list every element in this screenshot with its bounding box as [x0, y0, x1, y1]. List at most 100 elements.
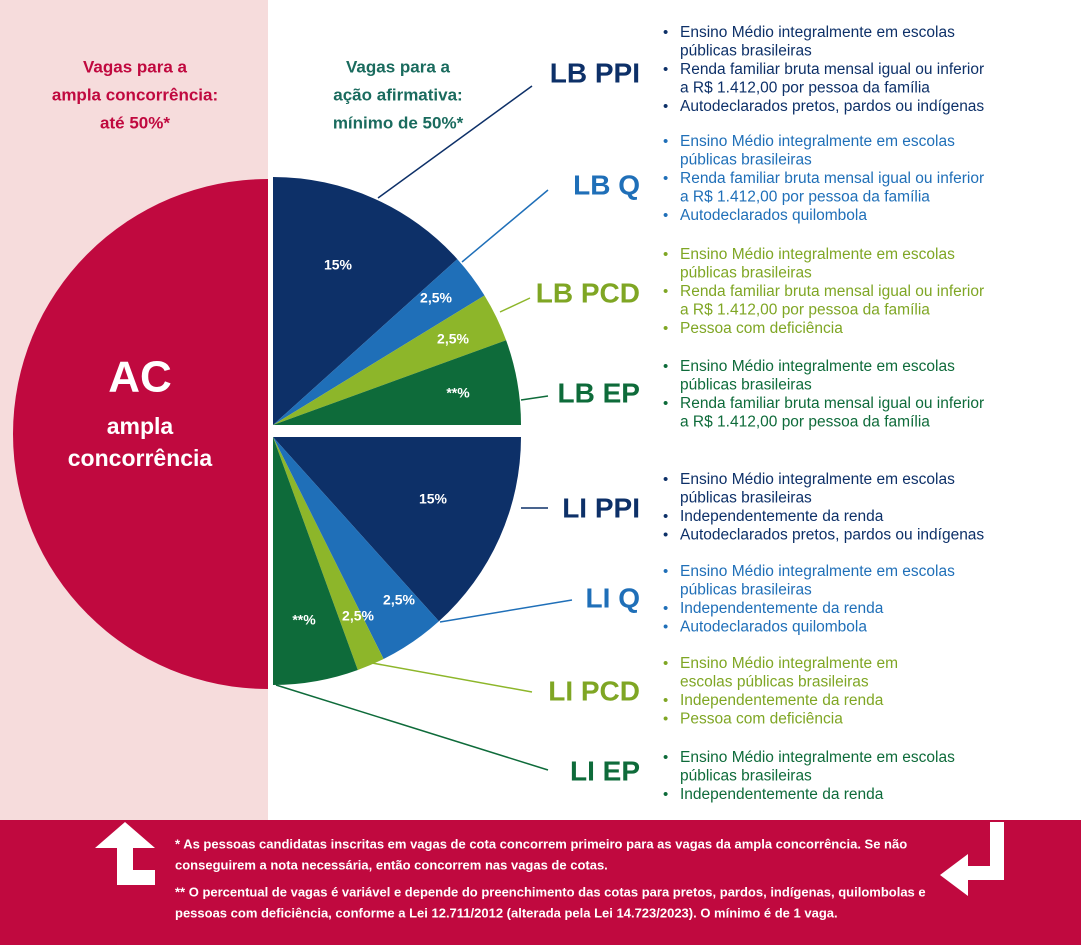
arrow-up	[95, 822, 155, 885]
slice	[273, 259, 485, 425]
slice-label: **%	[292, 612, 316, 628]
bullet-text: Ensino Médio integralmente em escolas	[680, 358, 955, 375]
group-label: LB PPI	[550, 57, 640, 88]
bullet: •	[663, 508, 668, 525]
slice	[273, 340, 522, 425]
bullet-text: Ensino Médio integralmente em escolas	[680, 563, 955, 580]
ac-title: AC	[108, 353, 172, 402]
slice-label: **%	[446, 385, 470, 401]
group-label: LI Q	[586, 582, 640, 613]
bullet-text: Ensino Médio integralmente em escolas	[680, 749, 955, 766]
bullet: •	[663, 358, 668, 375]
footnote: * As pessoas candidatas inscritas em vag…	[175, 836, 907, 851]
bullet-text: públicas brasileiras	[680, 768, 812, 785]
bullet-text: Autodeclarados pretos, pardos ou indígen…	[680, 527, 984, 544]
bullet: •	[663, 98, 668, 115]
slice-label: 2,5%	[342, 608, 374, 624]
bullet-text: a R$ 1.412,00 por pessoa da família	[680, 302, 930, 319]
bullet-text: Ensino Médio integralmente em escolas	[680, 24, 955, 41]
header-line: mínimo de 50%*	[333, 113, 464, 132]
bullet-text: públicas brasileiras	[680, 582, 812, 599]
bullet: •	[663, 61, 668, 78]
bullet-text: públicas brasileiras	[680, 490, 812, 507]
footnote: conseguirem a nota necessária, então con…	[175, 857, 608, 872]
bullet-text: Ensino Médio integralmente em escolas	[680, 471, 955, 488]
header-line: ampla concorrência:	[52, 85, 218, 104]
bullet-text: públicas brasileiras	[680, 152, 812, 169]
leader-line	[439, 599, 573, 623]
bullet-text: Renda familiar bruta mensal igual ou inf…	[680, 61, 984, 78]
leader-line	[461, 189, 549, 263]
bullet-text: escolas públicas brasileiras	[680, 674, 869, 691]
bullet: •	[663, 563, 668, 580]
group-label: LI EP	[570, 755, 640, 786]
bullet: •	[663, 526, 668, 543]
slice	[273, 437, 358, 685]
slice	[273, 437, 521, 622]
ac-half-circle	[13, 179, 268, 689]
bullet-text: a R$ 1.412,00 por pessoa da família	[680, 414, 930, 431]
leader-line	[371, 662, 533, 693]
bullet-text: públicas brasileiras	[680, 377, 812, 394]
ac-subtitle: ampla	[107, 413, 174, 439]
group-label: LB EP	[558, 377, 640, 408]
footnote: ** O percentual de vagas é variável e de…	[175, 884, 926, 899]
bullet-text: Independentemente da renda	[680, 508, 884, 525]
bullet-text: públicas brasileiras	[680, 43, 812, 60]
bullet-text: a R$ 1.412,00 por pessoa da família	[680, 80, 930, 97]
bullet-text: a R$ 1.412,00 por pessoa da família	[680, 189, 930, 206]
header-line: Vagas para a	[346, 57, 451, 76]
footnote: pessoas com deficiência, conforme a Lei …	[175, 905, 838, 920]
slice	[273, 295, 507, 425]
footer	[0, 820, 1081, 945]
bullet: •	[663, 600, 668, 617]
bullet: •	[663, 692, 668, 709]
slice-label: 15%	[419, 491, 448, 507]
bullet-text: Independentemente da renda	[680, 692, 884, 709]
bullet: •	[663, 749, 668, 766]
top-quadrant	[273, 177, 522, 425]
group-label: LI PCD	[548, 675, 640, 706]
bullet: •	[663, 320, 668, 337]
leader-line	[377, 85, 533, 199]
slice-label: 2,5%	[437, 331, 469, 347]
bullet: •	[663, 24, 668, 41]
bullet: •	[663, 395, 668, 412]
bullet: •	[663, 786, 668, 803]
header-line: até 50%*	[100, 113, 170, 132]
bullet-text: Autodeclarados quilombola	[680, 619, 867, 636]
bullet-text: Independentemente da renda	[680, 786, 884, 803]
group-label: LB Q	[573, 169, 640, 200]
bullet-text: Renda familiar bruta mensal igual ou inf…	[680, 395, 984, 412]
arrow-left	[940, 822, 1004, 896]
bullet: •	[663, 618, 668, 635]
bullet-text: Autodeclarados pretos, pardos ou indígen…	[680, 98, 984, 115]
group-label: LI PPI	[562, 492, 640, 523]
bullet: •	[663, 246, 668, 263]
leader-line	[520, 395, 549, 401]
header-line: ação afirmativa:	[333, 85, 462, 104]
ac-subtitle: concorrência	[68, 445, 213, 471]
slice-label: 2,5%	[420, 290, 452, 306]
slice	[273, 437, 384, 670]
bullet-text: Pessoa com deficiência	[680, 711, 843, 728]
bullet-text: públicas brasileiras	[680, 265, 812, 282]
bottom-quadrant	[273, 437, 521, 685]
bullet-text: Ensino Médio integralmente em escolas	[680, 246, 955, 263]
leader-lines	[275, 85, 573, 771]
bullet-text: Ensino Médio integralmente em escolas	[680, 133, 955, 150]
bullet: •	[663, 655, 668, 672]
leader-line	[275, 684, 549, 771]
bullet: •	[663, 283, 668, 300]
bullet-text: Renda familiar bruta mensal igual ou inf…	[680, 283, 984, 300]
header-line: Vagas para a	[83, 57, 188, 76]
bullet: •	[663, 133, 668, 150]
bullet: •	[663, 207, 668, 224]
bullet-text: Renda familiar bruta mensal igual ou inf…	[680, 170, 984, 187]
bullet-text: Ensino Médio integralmente em	[680, 655, 898, 672]
bullet-text: Independentemente da renda	[680, 600, 884, 617]
slice	[273, 177, 458, 425]
bullet-text: Pessoa com deficiência	[680, 320, 843, 337]
slice-label: 2,5%	[383, 592, 415, 608]
bullet: •	[663, 710, 668, 727]
